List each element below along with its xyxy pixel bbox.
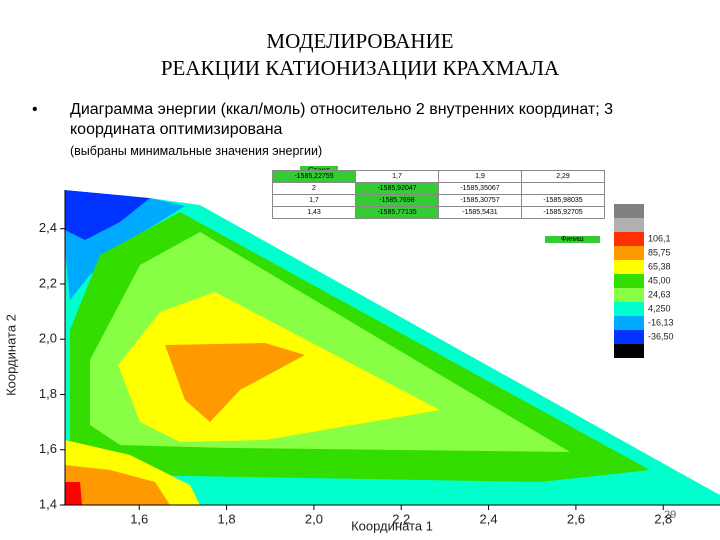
x-tick-label: 1,6	[130, 511, 148, 526]
colorbar-label: -36,50	[648, 331, 674, 341]
colorbar-label: 106,1	[648, 233, 671, 243]
x-tick-label: 2,6	[567, 511, 585, 526]
table-row: 1,7 -1585,7698 -1585,30757 -1585,98035	[272, 194, 605, 207]
colorbar-swatch	[614, 344, 644, 358]
page-number: 29	[664, 509, 677, 521]
contour-region	[65, 482, 82, 505]
table-row: -1585,22755 1,7 1,9 2,29	[272, 170, 605, 183]
contour-region	[165, 343, 305, 422]
contour-region	[65, 465, 170, 505]
x-tick-label: 2,4	[480, 511, 498, 526]
x-tick-label: 2,2	[392, 511, 410, 526]
colorbar-label: 65,38	[648, 261, 671, 271]
title-line: РЕАКЦИИ КАТИОНИЗАЦИИ КРАХМАЛА	[160, 56, 560, 80]
table-cell: -1585,30757	[438, 194, 522, 207]
table-cell	[521, 182, 605, 195]
table-cell: 1,7	[272, 194, 356, 207]
table-cell: -1585,22755	[272, 170, 356, 183]
table-cell: -1585,77135	[355, 206, 439, 219]
colorbar-swatch	[614, 204, 644, 218]
colorbar-swatch	[614, 302, 644, 316]
colorbar-label: 4,250	[648, 303, 671, 313]
x-tick-label: 1,8	[218, 511, 236, 526]
colorbar-swatch	[614, 232, 644, 246]
y-tick-label: 2,4	[39, 220, 57, 235]
y-tick-label: 2,2	[39, 275, 57, 290]
colorbar-swatch	[614, 330, 644, 344]
table-cell: 1,43	[272, 206, 356, 219]
bullet-dot: •	[32, 101, 38, 118]
colorbar-label: 24,63	[648, 289, 671, 299]
contour-region	[65, 190, 150, 240]
colorbar-swatch	[614, 246, 644, 260]
contour-fill	[65, 180, 720, 505]
colorbar-swatch	[614, 316, 644, 330]
table-cell: -1585,5431	[438, 206, 522, 219]
y-tick-label: 1,6	[39, 441, 57, 456]
x-axis-label: Координата 1	[351, 518, 433, 533]
table-cell: -1585,35067	[438, 182, 522, 195]
y-tick-label: 1,8	[39, 386, 57, 401]
y-tick-label: 2,0	[39, 331, 57, 346]
colorbar-swatch	[614, 218, 644, 232]
colorbar-label: -16,13	[648, 317, 674, 327]
finish-label: Финиш	[545, 236, 600, 243]
table-cell: 1,9	[438, 170, 522, 183]
table-cell: 2	[272, 182, 356, 195]
bullet-text: Диаграмма энергии (ккал/моль) относитель…	[70, 101, 614, 138]
colorbar-swatch	[614, 274, 644, 288]
colorbar-label: 85,75	[648, 247, 671, 257]
result-table: -1585,22755 1,7 1,9 2,29 2 -1585,92047 -1585,3…	[272, 170, 605, 219]
y-axis-label: Координата 2	[3, 314, 18, 396]
table-cell: -1585,7698	[355, 194, 439, 207]
subtitle: (выбраны минимальные значения энергии)	[70, 144, 323, 158]
x-tick-label: 2,8	[654, 511, 672, 526]
table-cell: 1,7	[355, 170, 439, 183]
x-tick-label: 2,0	[305, 511, 323, 526]
colorbar-swatch	[614, 288, 644, 302]
table-cell: -1585,98035	[521, 194, 605, 207]
colorbar-swatch	[614, 260, 644, 274]
table-cell: 2,29	[521, 170, 605, 183]
title: МОДЕЛИРОВАНИЕ РЕАКЦИИ КАТИОНИЗАЦИИ КРАХМА…	[0, 28, 720, 82]
table-cell: -1585,92705	[521, 206, 605, 219]
title-line: МОДЕЛИРОВАНИЕ	[266, 29, 454, 53]
blank	[65, 180, 720, 495]
table-cell: -1585,92047	[355, 182, 439, 195]
colorbar-label: 45,00	[648, 275, 671, 285]
table-row: 2 -1585,92047 -1585,35067	[272, 182, 605, 195]
table-row: 1,43 -1585,77135 -1585,5431 -1585,92705	[272, 206, 605, 219]
y-tick-label: 1,4	[39, 496, 57, 511]
